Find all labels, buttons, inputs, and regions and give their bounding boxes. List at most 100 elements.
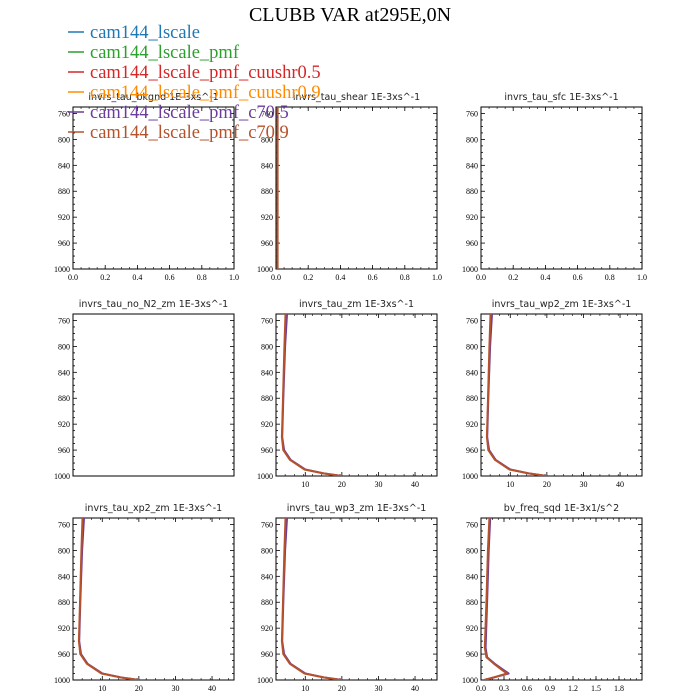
x-tick-label: 1.0 (432, 273, 442, 282)
legend-label: cam144_lscale (90, 23, 200, 43)
panel-title: invrs_tau_xp2_zm 1E-3xs^-1 (85, 503, 222, 514)
series-line (281, 314, 343, 476)
y-tick-label: 880 (261, 187, 273, 196)
x-tick-label: 30 (579, 480, 587, 489)
legend: cam144_lscalecam144_lscale_pmfcam144_lsc… (68, 23, 321, 143)
series-line (485, 314, 548, 476)
x-tick-label: 40 (411, 480, 419, 489)
panel-title: invrs_tau_wp3_zm 1E-3xs^-1 (287, 503, 427, 514)
y-tick-label: 920 (261, 420, 273, 429)
y-tick-label: 920 (58, 213, 70, 222)
y-tick-label: 920 (58, 420, 70, 429)
x-tick-label: 30 (171, 684, 179, 693)
legend-label: cam144_lscale_pmf_cuushr0.5 (90, 63, 321, 83)
y-tick-label: 760 (261, 109, 273, 118)
x-tick-label: 0.2 (303, 273, 313, 282)
x-tick-label: 0.8 (197, 273, 207, 282)
x-tick-label: 0.6 (165, 273, 175, 282)
y-tick-label: 800 (58, 546, 70, 555)
y-tick-label: 840 (58, 572, 70, 581)
y-tick-label: 960 (466, 650, 478, 659)
y-tick-label: 920 (261, 213, 273, 222)
y-tick-label: 760 (466, 316, 478, 325)
panel-grid: invrs_tau_bkgnd 1E-3xs^-1 760 800 840 880 920… (54, 92, 647, 693)
plot-frame (275, 517, 438, 681)
x-tick-label: 0.0 (271, 273, 281, 282)
plot-frame (480, 313, 643, 477)
panel-9: bv_freq_sqd 1E-3x1/s^2 760 800 840 880 920 960… (462, 503, 643, 693)
legend-label: cam144_lscale_pmf_cuushr0.9 (90, 83, 321, 103)
y-tick-label: 880 (466, 598, 478, 607)
panel-6: invrs_tau_wp2_zm 1E-3xs^-1 760 800 840 880 92… (462, 299, 643, 489)
figure-title: CLUBB VAR at295E,0N (249, 4, 451, 26)
series-line (486, 314, 548, 476)
plot-frame (275, 106, 438, 270)
y-tick-label: 840 (261, 572, 273, 581)
y-tick-label: 840 (58, 368, 70, 377)
y-tick-label: 880 (466, 187, 478, 196)
x-tick-label: 0.6 (522, 684, 532, 693)
y-tick-label: 760 (466, 109, 478, 118)
y-tick-label: 920 (466, 420, 478, 429)
y-tick-label: 1000 (257, 676, 273, 685)
panel-3: invrs_tau_sfc 1E-3xs^-1 760 800 840 880 920 96… (462, 92, 647, 282)
x-tick-label: 10 (506, 480, 514, 489)
y-tick-label: 880 (58, 187, 70, 196)
x-tick-label: 0.0 (476, 684, 486, 693)
y-tick-label: 920 (466, 624, 478, 633)
y-tick-label: 880 (58, 598, 70, 607)
y-tick-label: 1000 (257, 472, 273, 481)
x-tick-label: 40 (208, 684, 216, 693)
y-tick-label: 880 (466, 394, 478, 403)
y-tick-label: 1000 (257, 265, 273, 274)
legend-entry: cam144_lscale_pmf_cuushr0.5 (68, 63, 321, 83)
x-tick-label: 0.0 (68, 273, 78, 282)
x-tick-label: 10 (98, 684, 106, 693)
x-tick-label: 0.2 (100, 273, 110, 282)
y-tick-label: 800 (261, 135, 273, 144)
x-tick-label: 0.4 (540, 273, 550, 282)
x-tick-label: 1.5 (591, 684, 601, 693)
series-line (483, 518, 509, 680)
panel-2: invrs_tau_shear 1E-3xs^-1 760 800 840 880 920… (257, 92, 442, 282)
y-tick-label: 1000 (54, 676, 70, 685)
legend-entry: cam144_lscale_pmf_c70.5 (68, 103, 289, 123)
panel-title: invrs_tau_shear 1E-3xs^-1 (293, 92, 420, 103)
legend-entry: cam144_lscale_pmf_c70.9 (68, 123, 289, 143)
plot-frame (480, 517, 643, 681)
plot-frame (72, 517, 235, 681)
legend-entry: cam144_lscale_pmf_cuushr0.9 (68, 83, 321, 103)
y-tick-label: 800 (58, 135, 70, 144)
x-tick-label: 0.3 (499, 684, 509, 693)
y-tick-label: 1000 (54, 472, 70, 481)
panel-title: invrs_tau_bkgnd 1E-3xs^-1 (88, 92, 218, 103)
y-tick-label: 880 (261, 598, 273, 607)
y-tick-label: 760 (466, 520, 478, 529)
panel-1: invrs_tau_bkgnd 1E-3xs^-1 760 800 840 880 920… (54, 92, 239, 282)
y-tick-label: 840 (466, 368, 478, 377)
legend-label: cam144_lscale_pmf_c70.5 (90, 103, 289, 123)
legend-label: cam144_lscale_pmf_c70.9 (90, 123, 289, 143)
series-line (78, 518, 140, 680)
x-tick-label: 30 (374, 480, 382, 489)
x-tick-label: 0.0 (476, 273, 486, 282)
y-tick-label: 920 (466, 213, 478, 222)
plot-frame (275, 313, 438, 477)
x-tick-label: 1.0 (637, 273, 647, 282)
y-tick-label: 800 (466, 546, 478, 555)
x-tick-label: 0.6 (368, 273, 378, 282)
panel-title: invrs_tau_no_N2_zm 1E-3xs^-1 (79, 299, 228, 310)
plot-frame (480, 106, 643, 270)
legend-entry: cam144_lscale (68, 23, 200, 43)
y-tick-label: 760 (261, 520, 273, 529)
x-tick-label: 0.6 (573, 273, 583, 282)
x-tick-label: 10 (301, 684, 309, 693)
y-tick-label: 800 (261, 342, 273, 351)
y-tick-label: 960 (261, 239, 273, 248)
y-tick-label: 920 (58, 624, 70, 633)
x-tick-label: 0.4 (132, 273, 142, 282)
y-tick-label: 960 (466, 239, 478, 248)
panel-title: bv_freq_sqd 1E-3x1/s^2 (504, 503, 619, 514)
y-tick-label: 920 (261, 624, 273, 633)
